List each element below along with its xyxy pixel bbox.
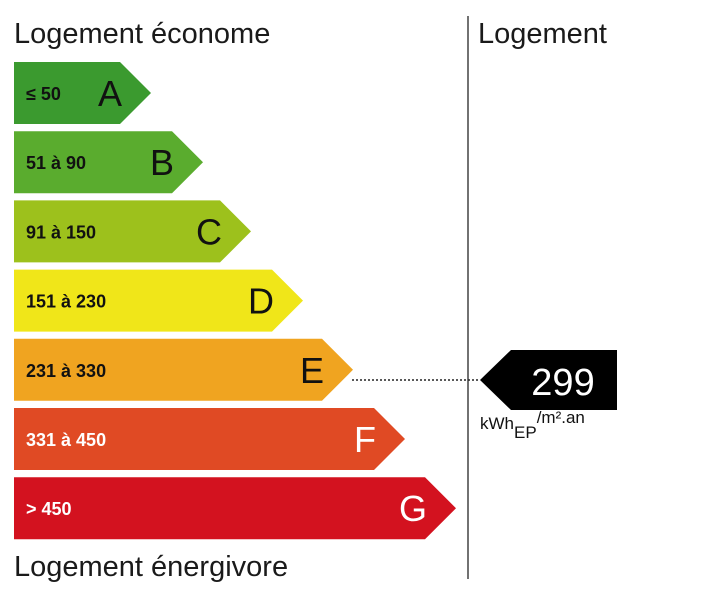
class-letter-c: C	[196, 211, 222, 252]
heading-energy-intensive: Logement énergivore	[14, 551, 289, 583]
class-letter-f: F	[354, 419, 376, 460]
class-bar-f	[14, 408, 405, 470]
class-bar-e	[14, 338, 353, 401]
class-range-label-d: 151 à 230	[26, 292, 106, 312]
class-range-label-g: > 450	[26, 499, 72, 519]
class-range-label-b: 51 à 90	[26, 153, 86, 173]
value-arrow	[480, 350, 617, 410]
value-unit: kWhEP/m².an	[480, 408, 585, 443]
class-letter-g: G	[399, 488, 427, 529]
class-bar-b	[14, 131, 203, 194]
class-letter-e: E	[300, 350, 324, 391]
class-range-label-e: 231 à 330	[26, 361, 106, 381]
unit-subscript: EP	[514, 423, 537, 442]
class-bar-g	[14, 477, 456, 540]
unit-main: kWh	[480, 414, 514, 433]
class-bar-a	[14, 62, 151, 124]
class-letter-a: A	[98, 73, 122, 114]
value-number: 299	[531, 362, 594, 404]
heading-economical: Logement économe	[14, 18, 271, 50]
class-bar-d	[14, 269, 303, 332]
class-range-label-f: 331 à 450	[26, 430, 106, 450]
class-range-label-c: 91 à 150	[26, 222, 96, 242]
heading-dwelling: Logement	[478, 18, 607, 50]
class-range-label-a: ≤ 50	[26, 84, 61, 104]
class-letter-b: B	[150, 142, 174, 183]
class-bar-c	[14, 200, 251, 263]
class-letter-d: D	[248, 281, 274, 322]
unit-suffix: /m².an	[536, 408, 585, 427]
